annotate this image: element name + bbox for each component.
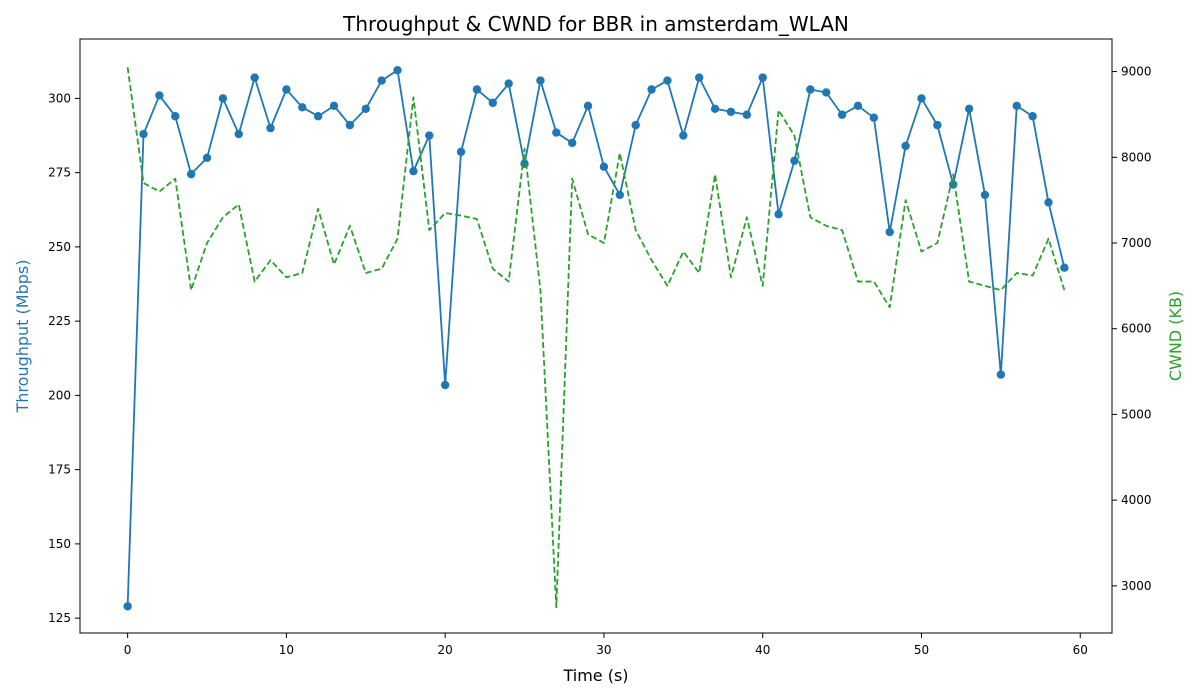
- throughput-point: [123, 602, 132, 611]
- x-tick-label: 30: [596, 643, 611, 657]
- throughput-point: [822, 88, 831, 97]
- throughput-point: [488, 98, 497, 108]
- throughput-point: [552, 128, 561, 137]
- throughput-point: [393, 65, 402, 75]
- throughput-point: [536, 76, 545, 85]
- throughput-point: [472, 85, 482, 94]
- throughput-point: [599, 162, 609, 171]
- throughput-point: [964, 104, 974, 113]
- y-left-tick-label: 250: [48, 240, 71, 254]
- throughput-point: [853, 101, 863, 111]
- throughput-point: [266, 123, 275, 133]
- y-right-tick-label: 3000: [1121, 579, 1152, 593]
- y-left-axis-title: Throughput (Mbps): [13, 260, 32, 414]
- throughput-point: [567, 138, 577, 148]
- throughput-point: [996, 370, 1006, 379]
- throughput-point: [171, 112, 180, 121]
- y-left-tick-label: 300: [48, 91, 71, 105]
- y-left-tick-label: 175: [48, 463, 71, 477]
- throughput-point: [234, 129, 243, 139]
- throughput-point: [218, 94, 228, 103]
- throughput-point: [1044, 198, 1053, 207]
- throughput-point: [409, 166, 418, 176]
- throughput-point: [917, 94, 926, 103]
- throughput-point: [313, 112, 323, 121]
- y-right-tick-label: 7000: [1121, 236, 1152, 250]
- throughput-point: [298, 103, 307, 112]
- plot-layer: 0 10 20 30 40 50 60 125 150 175 200 225 250 275 300 300…: [48, 38, 1152, 657]
- throughput-point: [1060, 263, 1069, 272]
- y-right-tick-label: 9000: [1121, 65, 1152, 79]
- throughput-point: [583, 101, 593, 111]
- throughput-point: [615, 190, 625, 200]
- y-left-tick-label: 200: [48, 388, 71, 402]
- throughput-point: [758, 73, 767, 82]
- x-axis-title: Time (s): [562, 666, 628, 685]
- throughput-point: [202, 153, 212, 162]
- throughput-point: [139, 129, 148, 139]
- y-right-tick-label: 6000: [1121, 322, 1152, 336]
- throughput-point: [742, 110, 752, 119]
- throughput-point: [1012, 101, 1021, 111]
- x-tick-label: 10: [279, 643, 294, 657]
- throughput-point: [679, 131, 688, 140]
- throughput-point: [631, 120, 640, 130]
- throughput-point: [504, 79, 513, 88]
- throughput-point: [790, 156, 799, 165]
- throughput-point: [440, 380, 450, 390]
- throughput-point: [933, 120, 942, 130]
- plot-frame: [79, 38, 1113, 634]
- throughput-point: [377, 76, 386, 85]
- y-right-axis-title: CWND (KB): [1166, 291, 1185, 381]
- throughput-point: [361, 104, 370, 113]
- x-tick-label: 60: [1073, 643, 1088, 657]
- throughput-point: [155, 91, 164, 100]
- throughput-point: [774, 210, 783, 219]
- throughput-point: [710, 104, 720, 113]
- throughput-point: [806, 85, 815, 94]
- throughput-point: [186, 169, 196, 179]
- throughput-point: [837, 110, 847, 119]
- throughput-point: [1028, 112, 1037, 121]
- chart-title: Throughput & CWND for BBR in amsterdam_W…: [342, 12, 849, 36]
- throughput-point: [282, 85, 291, 94]
- throughput-line: [126, 69, 1066, 607]
- throughput-point: [869, 113, 879, 122]
- y-left-tick-label: 125: [48, 611, 71, 625]
- y-left-tick-label: 275: [48, 166, 71, 180]
- x-tick-label: 0: [124, 643, 132, 657]
- y-right-tick-label: 5000: [1121, 407, 1152, 421]
- y-right-tick-label: 8000: [1121, 150, 1152, 164]
- y-right-tick-label: 4000: [1121, 493, 1152, 507]
- y-left-tick-label: 150: [48, 537, 71, 551]
- y-left-tick-label: 225: [48, 314, 71, 328]
- x-tick-label: 20: [438, 643, 453, 657]
- throughput-point: [695, 73, 704, 82]
- throughput-point: [885, 227, 894, 237]
- throughput-point: [250, 73, 259, 82]
- throughput-point: [901, 141, 910, 151]
- throughput-point: [329, 101, 339, 111]
- throughput-point: [726, 107, 736, 116]
- x-tick-label: 50: [914, 643, 929, 657]
- throughput-point: [456, 147, 466, 157]
- throughput-point: [980, 190, 990, 200]
- throughput-point: [345, 120, 355, 130]
- x-tick-label: 40: [755, 643, 770, 657]
- throughput-point: [663, 76, 672, 85]
- throughput-point: [425, 131, 434, 140]
- cwnd-line: [126, 67, 1066, 609]
- throughput-point: [647, 85, 656, 94]
